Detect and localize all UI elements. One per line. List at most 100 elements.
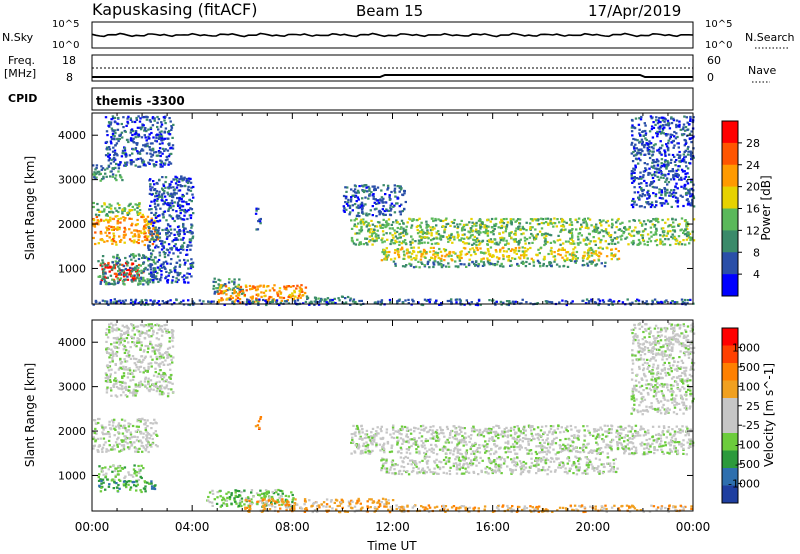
echo-cell xyxy=(644,132,648,135)
echo-cell xyxy=(637,198,641,201)
echo-cell xyxy=(146,238,149,242)
echo-cell xyxy=(176,184,179,187)
echo-cell xyxy=(114,323,118,326)
echo-cell xyxy=(217,278,220,281)
echo-cell xyxy=(675,182,678,185)
echo-cell xyxy=(546,232,549,235)
echo-cell xyxy=(147,235,150,238)
echo-cell xyxy=(189,229,192,233)
echo-cell xyxy=(132,160,135,163)
echo-cell xyxy=(159,369,162,372)
echo-cell xyxy=(131,341,134,344)
echo-cell xyxy=(393,229,396,232)
echo-cell xyxy=(183,263,186,266)
echo-cell xyxy=(414,265,418,268)
echo-cell xyxy=(157,118,161,121)
echo-cell xyxy=(104,264,107,267)
echo-cell xyxy=(153,240,156,243)
echo-cell xyxy=(361,203,364,206)
echo-cell xyxy=(442,219,445,223)
echo-cell xyxy=(610,252,613,255)
echo-cell xyxy=(158,147,162,150)
echo-cell xyxy=(399,248,402,251)
echo-cell xyxy=(143,128,147,131)
echo-cell xyxy=(573,246,577,249)
echo-cell xyxy=(183,227,186,230)
echo-cell xyxy=(664,154,667,157)
echo-cell xyxy=(375,202,378,205)
echo-cell xyxy=(571,242,574,245)
echo-cell xyxy=(155,160,158,164)
echo-cell xyxy=(149,233,152,236)
echo-cell xyxy=(552,225,555,228)
echo-cell xyxy=(109,353,112,357)
echo-cell xyxy=(122,483,126,486)
echo-cell xyxy=(221,292,224,295)
echo-cell xyxy=(114,263,117,267)
echo-cell xyxy=(628,233,632,236)
echo-cell xyxy=(392,205,395,208)
echo-cell xyxy=(110,479,114,482)
echo-cell xyxy=(343,210,346,213)
echo-cell xyxy=(354,185,357,188)
echo-cell xyxy=(481,264,485,267)
echo-cell xyxy=(304,286,308,289)
echo-cell xyxy=(680,217,684,220)
colorbar-tick-label: 28 xyxy=(746,137,760,150)
echo-cell xyxy=(147,244,150,247)
echo-cell xyxy=(383,240,386,243)
echo-cell xyxy=(514,300,517,303)
echo-cell xyxy=(375,207,378,210)
echo-cell xyxy=(226,297,229,300)
echo-cell xyxy=(174,237,177,240)
echo-cell xyxy=(346,295,350,299)
echo-cell xyxy=(297,295,301,298)
echo-cell xyxy=(489,231,493,234)
echo-cell xyxy=(587,302,590,305)
echo-cell xyxy=(172,252,175,255)
echo-cell xyxy=(133,344,137,347)
echo-cell xyxy=(358,229,361,232)
echo-cell xyxy=(595,223,598,226)
echo-cell xyxy=(124,217,127,220)
echo-cell xyxy=(143,256,146,259)
echo-cell xyxy=(599,246,602,249)
echo-cell xyxy=(387,209,390,212)
echo-cell xyxy=(510,221,513,224)
echo-cell xyxy=(631,124,634,127)
echo-cell xyxy=(427,260,430,263)
echo-cell xyxy=(303,291,307,295)
echo-cell xyxy=(368,187,371,190)
echo-cell xyxy=(673,144,676,147)
echo-cell xyxy=(650,235,653,238)
echo-cell xyxy=(651,176,655,180)
echo-cell xyxy=(479,223,482,226)
echo-cell xyxy=(526,248,530,251)
echo-cell xyxy=(106,214,109,217)
echo-cell xyxy=(543,243,546,247)
echo-cell xyxy=(663,202,666,205)
echo-cell xyxy=(276,291,279,294)
echo-cell xyxy=(501,221,504,224)
echo-cell xyxy=(145,434,148,437)
colorbar-tick-label: 12 xyxy=(746,224,760,237)
echo-cell xyxy=(508,232,511,235)
echo-cell xyxy=(476,302,479,305)
echo-cell xyxy=(137,338,141,341)
echo-cell xyxy=(664,194,667,197)
echo-cell xyxy=(685,180,689,183)
echo-cell xyxy=(651,301,654,304)
echo-cell xyxy=(463,303,466,306)
echo-cell xyxy=(661,128,665,131)
echo-cell xyxy=(599,241,602,244)
echo-cell xyxy=(115,275,118,278)
echo-cell xyxy=(146,283,150,286)
echo-cell xyxy=(145,332,148,335)
echo-cell xyxy=(520,254,523,257)
echo-cell xyxy=(672,229,675,232)
echo-cell xyxy=(161,152,164,155)
echo-cell xyxy=(99,280,103,283)
echo-cell xyxy=(114,425,118,428)
echo-cell xyxy=(660,300,663,303)
echo-cell xyxy=(120,155,124,158)
